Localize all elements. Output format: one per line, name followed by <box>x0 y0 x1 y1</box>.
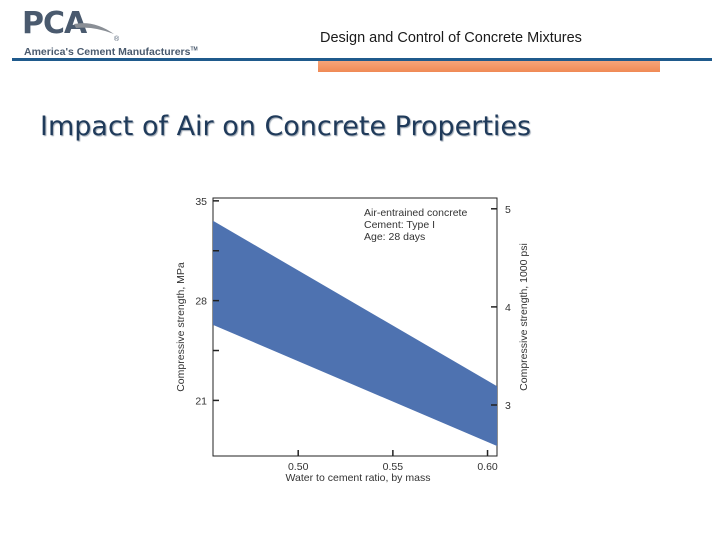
header-rule-blue <box>12 58 712 61</box>
x-tick-label: 0.55 <box>383 461 404 473</box>
y-left-tick-label: 21 <box>195 395 207 407</box>
y-axis-left-title: Compressive strength, MPa <box>175 262 187 392</box>
strength-chart: 0.50 0.55 0.60 21 28 35 3 4 5 Compressive streng… <box>175 196 530 484</box>
logo-tagline: America's Cement ManufacturersTM <box>24 46 198 58</box>
header-title: Design and Control of Concrete Mixtures <box>320 30 582 46</box>
legend-line: Age: 28 days <box>364 231 425 243</box>
x-tick-label: 0.60 <box>477 461 498 473</box>
axis-ticks <box>213 200 497 456</box>
y-right-tick-label: 5 <box>505 204 511 216</box>
strength-band <box>213 220 497 446</box>
y-left-tick-label: 28 <box>195 296 207 308</box>
logo-swoosh-icon <box>74 23 114 34</box>
legend-line: Cement: Type I <box>364 219 435 231</box>
x-tick-label: 0.50 <box>288 461 309 473</box>
logo-registered-mark: ® <box>114 36 120 43</box>
y-axis-right-title: Compressive strength, 1000 psi <box>518 243 530 391</box>
x-axis-title: Water to cement ratio, by mass <box>286 472 431 484</box>
plot-frame <box>212 197 498 457</box>
logo-trademark: TM <box>190 46 198 53</box>
header-rule-orange <box>318 61 660 72</box>
logo-tagline-text: America's Cement Manufacturers <box>24 46 191 58</box>
axis-labels: 0.50 0.55 0.60 21 28 35 3 4 5 <box>195 196 511 473</box>
legend-line: Air-entrained concrete <box>364 207 467 219</box>
slide-title: Impact of Air on Concrete Properties <box>40 111 532 142</box>
y-left-tick-label: 35 <box>195 196 207 208</box>
y-right-tick-label: 4 <box>505 302 511 314</box>
pca-logo: PCA ® America's Cement ManufacturersTM <box>22 6 202 58</box>
y-right-tick-label: 3 <box>505 400 511 412</box>
logo-mark: PCA <box>22 6 87 41</box>
